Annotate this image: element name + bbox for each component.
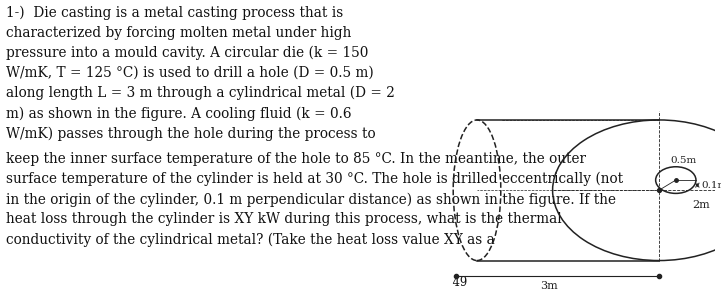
- Text: 0.1m: 0.1m: [702, 181, 721, 190]
- Text: 0.5m: 0.5m: [671, 156, 696, 165]
- Text: keep the inner surface temperature of the hole to 85 °C. In the meantime, the ou: keep the inner surface temperature of th…: [6, 152, 623, 247]
- Text: 2m: 2m: [692, 201, 710, 210]
- Text: 49: 49: [449, 276, 467, 289]
- Text: 1-)  Die casting is a metal casting process that is
characterized by forcing mol: 1-) Die casting is a metal casting proce…: [6, 6, 395, 141]
- Text: 3m: 3m: [540, 281, 558, 291]
